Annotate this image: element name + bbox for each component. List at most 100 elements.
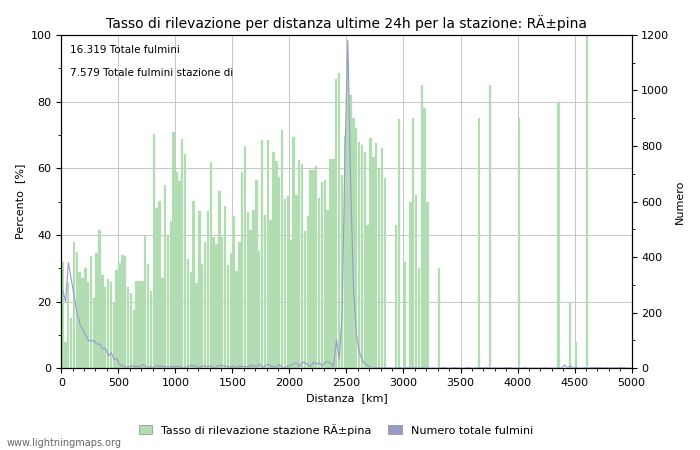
Bar [349,95,351,368]
Bar [102,275,104,368]
Bar [295,195,298,368]
Bar [107,279,109,368]
Bar [175,172,178,368]
Bar [67,282,69,368]
Bar [517,118,520,368]
Bar [326,210,329,368]
Bar [358,142,360,368]
X-axis label: Distanza  [km]: Distanza [km] [306,393,387,404]
Bar [121,256,124,368]
Bar [104,288,106,368]
Bar [113,302,115,368]
Bar [412,118,414,368]
Bar [375,143,377,368]
Bar [258,251,260,368]
Bar [381,148,383,368]
Bar [178,181,181,368]
Bar [141,281,144,368]
Bar [70,318,72,368]
Bar [309,170,312,368]
Bar [181,139,183,368]
Y-axis label: Numero: Numero [675,180,685,224]
Bar [363,152,366,368]
Bar [84,268,87,368]
Bar [569,302,571,368]
Bar [557,102,560,368]
Bar [410,202,412,368]
Bar [155,208,158,368]
Bar [246,212,249,368]
Y-axis label: Percento  [%]: Percento [%] [15,164,25,239]
Bar [235,271,237,368]
Bar [489,85,491,368]
Text: www.lightningmaps.org: www.lightningmaps.org [7,438,122,448]
Bar [415,195,417,368]
Bar [335,79,337,368]
Bar [238,242,241,368]
Bar [403,261,406,368]
Bar [244,146,246,368]
Bar [289,240,292,368]
Text: 16.319 Totale fulmini: 16.319 Totale fulmini [70,45,180,55]
Bar [360,145,363,368]
Bar [110,283,112,368]
Bar [167,235,169,368]
Bar [127,287,130,368]
Bar [144,236,146,368]
Bar [78,271,81,368]
Bar [164,185,167,368]
Bar [318,198,321,368]
Bar [338,73,340,368]
Bar [87,282,90,368]
Bar [284,199,286,368]
Bar [421,85,423,368]
Bar [256,180,258,368]
Bar [249,230,252,368]
Bar [73,242,75,368]
Bar [124,256,127,368]
Title: Tasso di rilevazione per distanza ultime 24h per la stazione: RÄ±pina: Tasso di rilevazione per distanza ultime… [106,15,587,31]
Bar [135,281,138,368]
Bar [118,263,120,368]
Bar [209,162,212,368]
Legend: Tasso di rilevazione stazione RÄ±pina, Numero totale fulmini: Tasso di rilevazione stazione RÄ±pina, N… [134,419,538,440]
Bar [241,172,244,368]
Bar [204,243,206,368]
Bar [227,265,229,368]
Bar [278,177,281,368]
Bar [395,225,398,368]
Bar [76,252,78,368]
Bar [378,168,380,368]
Bar [275,162,278,368]
Bar [147,264,149,368]
Bar [81,278,84,368]
Bar [221,238,223,368]
Bar [184,154,186,368]
Bar [293,137,295,368]
Bar [150,291,152,368]
Bar [64,342,67,368]
Bar [372,158,375,368]
Bar [270,220,272,368]
Bar [62,261,64,368]
Bar [216,244,218,368]
Bar [586,0,589,368]
Bar [286,196,289,368]
Bar [230,253,232,368]
Bar [158,201,161,368]
Bar [366,225,369,368]
Bar [355,128,358,368]
Bar [130,293,132,368]
Bar [261,140,263,368]
Bar [267,140,269,368]
Bar [418,268,420,368]
Bar [153,134,155,368]
Bar [95,253,98,368]
Bar [232,216,234,368]
Bar [190,272,192,368]
Bar [575,342,577,368]
Bar [264,216,266,368]
Bar [272,152,274,368]
Bar [92,298,95,368]
Bar [116,270,118,368]
